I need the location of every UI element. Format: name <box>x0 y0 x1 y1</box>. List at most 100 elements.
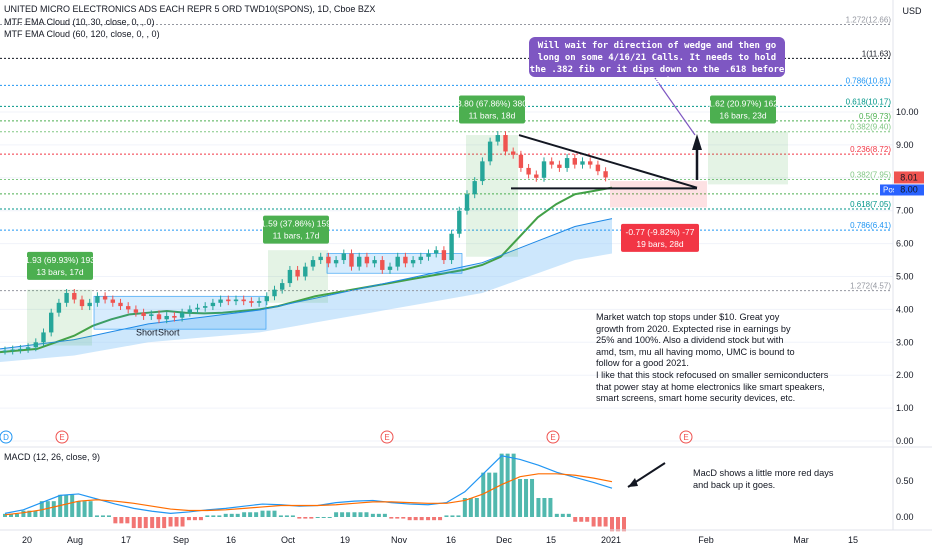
candle-body <box>25 347 31 349</box>
measure-range <box>610 181 707 208</box>
candle-body <box>595 164 601 172</box>
candle-body <box>588 161 593 165</box>
candle-body <box>126 306 131 310</box>
macd-histogram-bar <box>468 497 473 517</box>
macd-histogram-bar <box>303 517 308 519</box>
candle-body <box>480 161 485 182</box>
macd-pane: 0.50 0.00 <box>0 446 932 532</box>
candle-body <box>110 299 115 303</box>
indicator-legend-1[interactable]: MTF EMA Cloud (10, 30, close, 0, , 0) <box>4 17 155 27</box>
macd-histogram-bar <box>370 513 375 517</box>
macd-histogram-bar <box>419 517 424 521</box>
measure-label-box <box>263 215 329 244</box>
candle-body <box>580 161 585 165</box>
macd-histogram-bar <box>352 512 357 517</box>
measure-label-line2: 19 bars, 28d <box>636 239 684 249</box>
event-marker-label: E <box>683 433 688 442</box>
macd-histogram-bar <box>346 512 351 517</box>
candle-body <box>310 260 316 267</box>
time-tick-label: 15 <box>546 535 556 545</box>
macd-histogram-bar <box>88 501 93 517</box>
fib-label: 0.786(6.41) <box>850 221 891 230</box>
macd-histogram-bar <box>560 513 565 517</box>
macd-histogram-bar <box>76 501 81 517</box>
event-marker <box>380 430 394 444</box>
measure-label-line2: 13 bars, 17d <box>36 267 84 277</box>
indicator-legend-2[interactable]: MTF EMA Cloud (60, 120, close, 0, , 0) <box>4 29 160 39</box>
candle-body <box>541 161 547 178</box>
fib-label: 0.786(10.81) <box>846 76 892 85</box>
macd-histogram-bar <box>174 517 179 527</box>
macd-legend[interactable]: MACD (12, 26, close, 9) <box>4 452 101 462</box>
candle-body <box>434 250 439 254</box>
macd-histogram-bar <box>21 510 26 517</box>
macd-histogram-bar <box>180 517 185 527</box>
signal-line <box>4 473 613 516</box>
price-tick-label: 0.00 <box>896 436 914 446</box>
candle-body <box>41 332 46 343</box>
macd-histogram-bar <box>554 513 559 517</box>
macd-histogram-bar <box>284 515 289 517</box>
macd-histogram-bar <box>450 515 455 517</box>
wedge-upper <box>518 134 698 189</box>
candle-body <box>164 315 169 320</box>
post-label: Post <box>883 185 900 194</box>
macd-histogram-bar <box>321 517 326 518</box>
macd-histogram-bar <box>51 501 56 517</box>
time-tick-label: Oct <box>281 535 296 545</box>
arrow-head-icon <box>628 478 638 487</box>
candle-body <box>464 194 470 211</box>
candle-body <box>241 299 246 302</box>
candle-body <box>472 181 477 195</box>
measure-label-line1: 1.59 (37.86%) 159 <box>261 219 331 229</box>
candle-body <box>549 161 554 165</box>
measure-label-box <box>27 251 93 280</box>
fib-label: 1.272(4.57) <box>850 282 891 291</box>
ema-slow-line <box>0 218 613 350</box>
time-axis: 20 Aug 17 Sep 16 Oct 19 Nov 16 Dec 15 2021 Feb Mar 15 <box>0 529 932 545</box>
time-tick-label: Aug <box>67 535 83 545</box>
time-tick-label: 16 <box>446 535 456 545</box>
macd-histogram-bar <box>413 517 418 521</box>
macd-histogram-bar <box>499 453 504 517</box>
macd-histogram-bar <box>272 510 277 517</box>
time-tick-label: Feb <box>698 535 714 545</box>
macd-histogram-bar <box>235 513 240 517</box>
macd-histogram-bar <box>131 517 136 529</box>
macd-histogram-bar <box>542 497 547 517</box>
macd-histogram-bar <box>432 517 437 521</box>
macd-histogram-bar <box>493 472 498 517</box>
candle-body <box>264 296 269 302</box>
macd-histogram-bar <box>242 512 247 517</box>
callout-note: Will wait for direction of wedge and the… <box>529 37 785 87</box>
macd-histogram-bar <box>309 517 314 519</box>
macd-histogram-bar <box>162 517 167 529</box>
fib-label: 0.618(7.05) <box>850 200 891 209</box>
time-tick-label: Mar <box>793 535 809 545</box>
macd-tick-label: 0.00 <box>896 512 914 522</box>
chart-title: UNITED MICRO ELECTRONICS ADS EACH REPR 5… <box>4 4 376 14</box>
macd-histogram-bar <box>505 453 510 517</box>
candle-body <box>526 167 531 175</box>
candle-body <box>226 299 231 302</box>
price-axis-bg <box>893 0 932 550</box>
macd-histogram-bar <box>64 494 69 517</box>
post-badge <box>880 184 902 196</box>
ema-clouds <box>0 186 613 363</box>
candle-body <box>318 256 323 261</box>
macd-histogram-bar <box>113 517 118 524</box>
macd-histogram-bar <box>33 510 38 517</box>
last-price-badge <box>894 171 924 184</box>
macd-histogram-bar <box>340 512 345 517</box>
candle-body <box>233 299 239 302</box>
macd-histogram-bar <box>334 512 339 517</box>
macd-histogram-bar <box>536 497 541 517</box>
candle-body <box>410 260 416 264</box>
macd-histogram-bar <box>211 515 216 517</box>
macd-histogram-bar <box>223 513 228 517</box>
event-marker <box>546 430 560 444</box>
candle-body <box>179 312 185 318</box>
macd-histogram-bar <box>192 517 197 521</box>
macd-histogram-bar <box>27 510 32 517</box>
